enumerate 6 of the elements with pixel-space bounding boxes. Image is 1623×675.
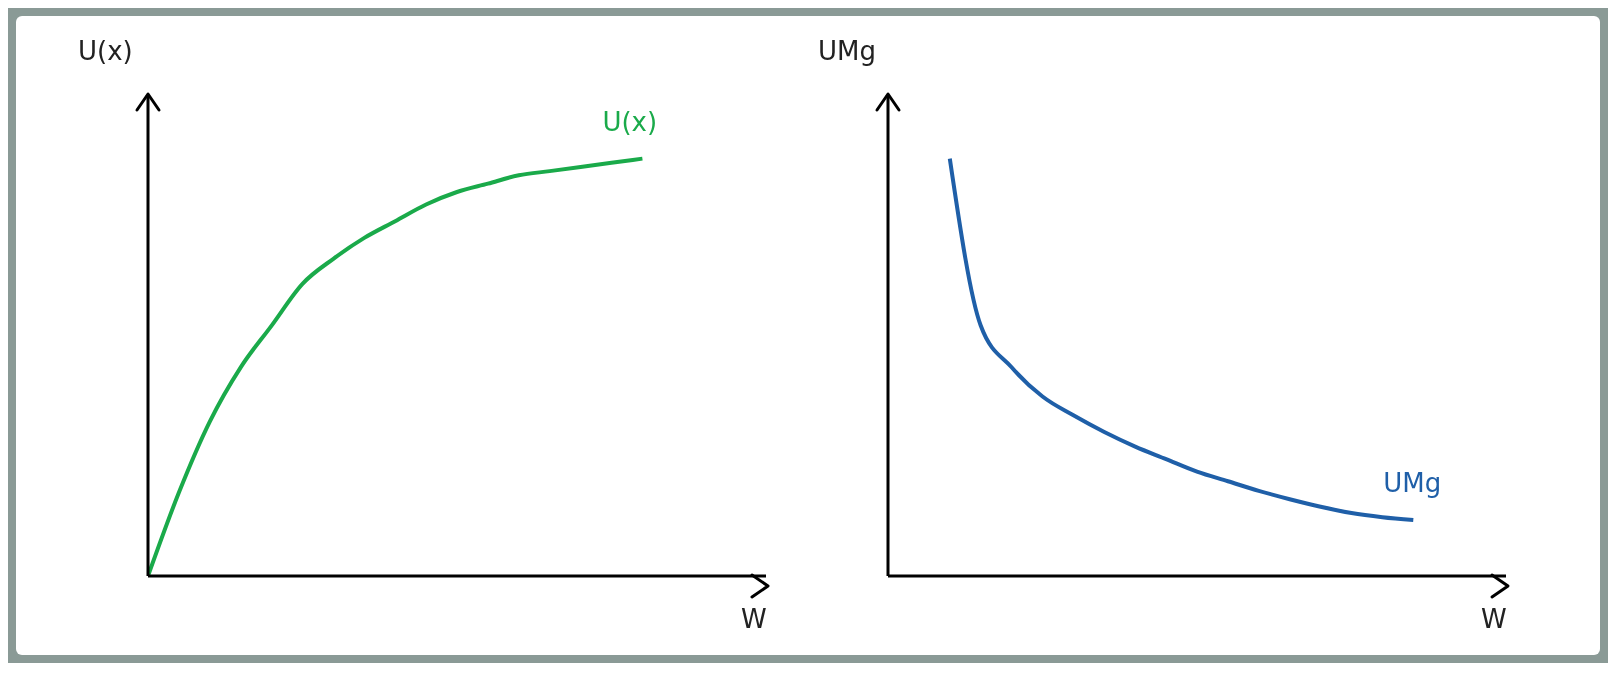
- x-axis-title: W: [1481, 604, 1507, 634]
- y-axis-title: U(x): [78, 36, 133, 66]
- series-label: U(x): [602, 106, 658, 137]
- y-axis-title: UMg: [818, 36, 876, 66]
- series-label: UMg: [1383, 468, 1442, 499]
- x-axis-title: W: [741, 604, 767, 634]
